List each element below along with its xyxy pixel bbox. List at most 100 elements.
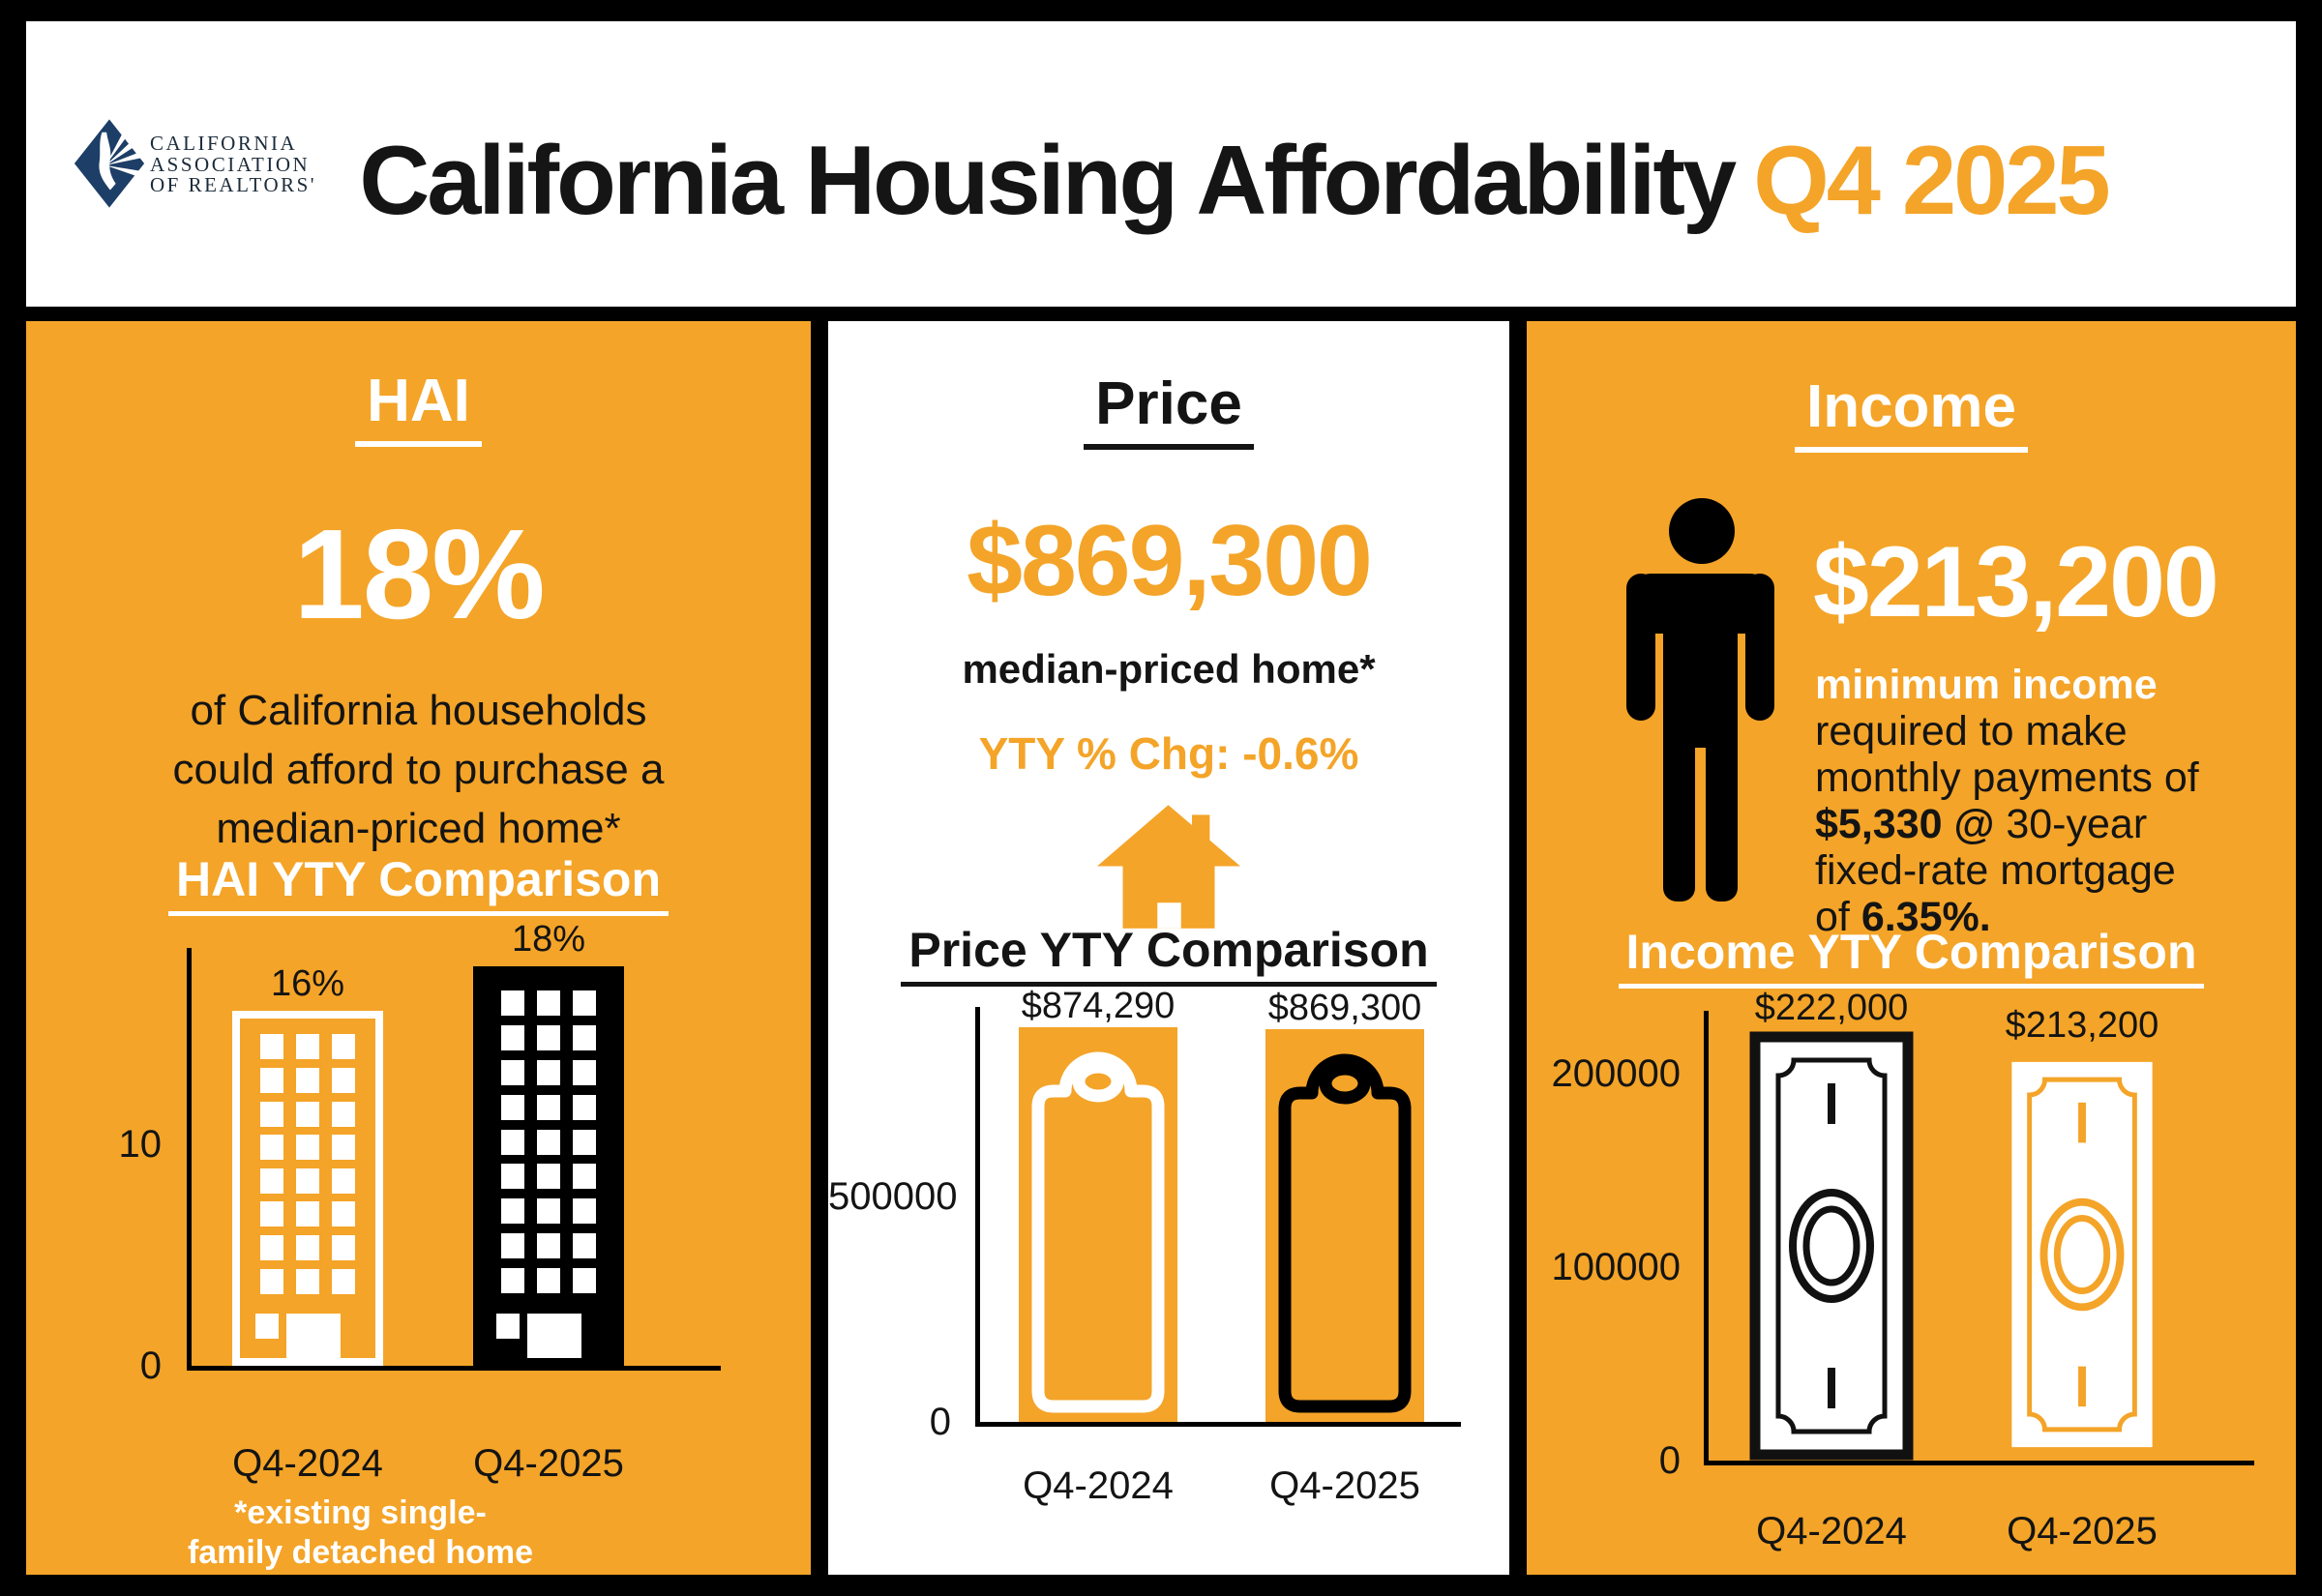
building-window <box>332 1235 356 1261</box>
income-panel: Income $213,200 minimum income required t… <box>1527 321 2296 1575</box>
income-description-line: minimum income <box>1815 662 2199 708</box>
building-window <box>259 1101 283 1127</box>
income-description-segment: minimum income <box>1815 662 2158 708</box>
building-window <box>536 1059 560 1085</box>
income-description-line: fixed-rate mortgage <box>1815 847 2199 894</box>
hai-big-value: 18% <box>293 503 545 645</box>
income-chart-title-row: Income YTY Comparison <box>1527 928 2296 989</box>
building-window <box>536 1268 560 1294</box>
building-window <box>536 1198 560 1225</box>
income-heading: Income <box>1794 377 2029 453</box>
person-icon <box>1626 498 1774 901</box>
income-description-segment: 6.35%. <box>1861 894 1991 940</box>
dollar-bill-icon <box>1749 1031 1914 1461</box>
building-window <box>536 1024 560 1050</box>
building-door <box>527 1314 581 1358</box>
y-axis-line <box>975 1007 980 1427</box>
x-category-label: Q4-2025 <box>2007 1510 2158 1552</box>
x-axis-line <box>975 1422 1461 1427</box>
income-description-segment: fixed-rate mortgage <box>1815 847 2176 894</box>
building-window <box>496 1314 520 1339</box>
price-big-value: $869,300 <box>967 505 1373 617</box>
income-big-value: $213,200 <box>1813 526 2219 638</box>
building-window <box>259 1034 283 1060</box>
x-category-label: Q4-2024 <box>232 1442 383 1485</box>
income-description-segment: of <box>1815 894 1861 940</box>
y-tick-label: 0 <box>139 1345 162 1387</box>
building-windows <box>494 986 603 1298</box>
price-heading: Price <box>1084 374 1254 450</box>
bar-value-label: $874,290 <box>1021 986 1176 1026</box>
dollar-bill-icon <box>2001 1050 2163 1458</box>
price-tag-icon <box>1031 1051 1165 1413</box>
price-chart-title: Price YTY Comparison <box>901 926 1437 987</box>
hai-description: of California households could afford to… <box>26 681 811 858</box>
income-chart-title: Income YTY Comparison <box>1618 928 2205 989</box>
building-window <box>573 1164 597 1190</box>
income-description-line: of 6.35%. <box>1815 894 2199 940</box>
building-window <box>332 1034 356 1060</box>
building-icon <box>473 966 624 1366</box>
building-window <box>332 1167 356 1194</box>
y-tick-label: 10 <box>118 1122 163 1166</box>
building-window <box>259 1268 283 1294</box>
building-window <box>259 1235 283 1261</box>
bar-value-label: $222,000 <box>1754 988 1909 1028</box>
building-window <box>332 1201 356 1227</box>
building-window <box>332 1268 356 1294</box>
hai-footnote: *existing single- family detached home <box>26 1493 695 1573</box>
x-axis-line <box>187 1366 721 1371</box>
price-chart: 0 500000 $874,290 Q4-2024 $869,300 Q4-2025 <box>828 321 1509 1575</box>
logo-line: CALIFORNIA <box>150 132 298 155</box>
x-category-label: Q4-2024 <box>1023 1464 1174 1507</box>
income-bar <box>2001 1049 2163 1461</box>
hai-chart-title: HAI YTY Comparison <box>167 855 670 916</box>
building-window <box>573 1024 597 1050</box>
building-window <box>332 1101 356 1127</box>
building-windows <box>253 1030 362 1298</box>
logo-line: OF REALTORS' <box>150 173 317 196</box>
hai-chart: 0 10 16% Q4-2024 18% Q4-2025 <box>26 321 811 1575</box>
building-window <box>259 1167 283 1194</box>
building-window <box>536 1233 560 1259</box>
building-window <box>295 1067 319 1093</box>
building-window <box>500 1164 524 1190</box>
x-axis-line <box>1704 1461 2254 1465</box>
x-category-label: Q4-2025 <box>1269 1464 1420 1507</box>
bar-value-label: 18% <box>511 919 586 961</box>
bar-value-label: $213,200 <box>2005 1004 2159 1046</box>
y-axis-line <box>187 948 192 1371</box>
price-yty-change: YTY % Chg: -0.6% <box>978 728 1359 779</box>
x-category-label: Q4-2025 <box>473 1442 624 1485</box>
building-window <box>295 1235 319 1261</box>
building-window <box>573 1129 597 1155</box>
building-window <box>500 1268 524 1294</box>
building-window <box>536 1129 560 1155</box>
income-description-line: monthly payments of <box>1815 754 2199 801</box>
income-description: minimum income required to make monthly pa… <box>1815 662 2199 940</box>
building-window <box>536 1164 560 1190</box>
header: CALIFORNIA ASSOCIATION OF REALTORS' Cali… <box>26 21 2296 307</box>
hai-description-line: of California households <box>190 687 647 734</box>
car-logo-icon <box>74 119 145 208</box>
page-title: California Housing Affordability Q4 2025 <box>26 126 2296 237</box>
building-window <box>536 990 560 1017</box>
building-window <box>259 1067 283 1093</box>
page-title-main: California Housing Affordability <box>359 127 1737 235</box>
page-title-quarter: Q4 2025 <box>1753 127 2110 235</box>
y-axis-line <box>1704 1011 1709 1465</box>
hai-chart-title-row: HAI YTY Comparison <box>26 855 811 916</box>
income-description-segment: required to make <box>1815 708 2128 754</box>
income-description-line: $5,330 @ 30-year <box>1815 801 2199 847</box>
building-window <box>573 1059 597 1085</box>
income-description-line: required to make <box>1815 708 2199 754</box>
logo-wordmark: CALIFORNIA ASSOCIATION OF REALTORS' <box>150 133 316 196</box>
building-window <box>573 1094 597 1120</box>
y-tick-label: 0 <box>1658 1439 1681 1482</box>
price-tag-icon <box>1278 1053 1412 1413</box>
income-heading-row: Income <box>1527 377 2296 453</box>
hai-description-line: median-priced home* <box>216 805 621 852</box>
hai-panel: HAI 18% of California households could a… <box>26 321 811 1575</box>
building-icon <box>232 1011 383 1366</box>
